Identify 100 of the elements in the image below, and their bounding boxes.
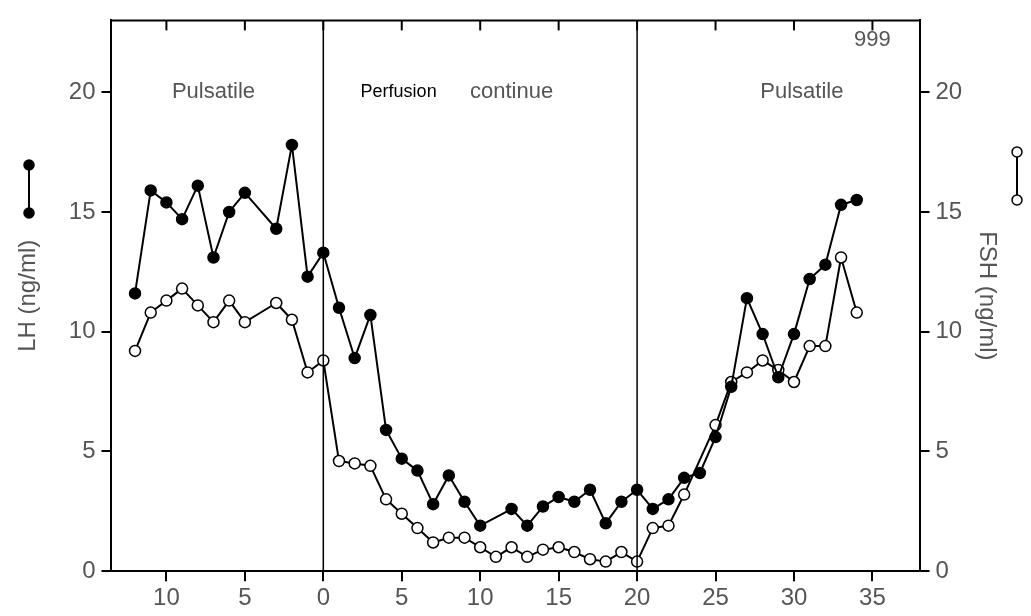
point: [772, 370, 785, 384]
point: [426, 536, 440, 549]
point: [615, 545, 628, 559]
y-tick-label: 20: [68, 76, 96, 104]
point: [473, 541, 487, 554]
y2-tick-label: 20: [935, 76, 963, 104]
y2-axis-title: FSH (ng/ml): [974, 231, 1002, 361]
point: [411, 464, 424, 477]
x-tick-label: 0: [316, 583, 330, 611]
point: [536, 500, 550, 513]
point: [144, 184, 157, 197]
point: [536, 543, 550, 556]
point: [348, 351, 361, 365]
annotation: Pulsatile: [171, 78, 256, 104]
point: [379, 423, 393, 437]
point: [175, 212, 189, 226]
y2-tick-label: 5: [935, 436, 949, 464]
point: [191, 179, 205, 192]
point: [693, 466, 707, 480]
y2-tick-label: 15: [935, 196, 963, 224]
point: [426, 497, 440, 511]
annotation: Pulsatile: [760, 78, 844, 104]
point: [521, 519, 534, 532]
y-tick-label: 10: [68, 316, 96, 344]
point: [583, 552, 597, 566]
x-tick-label: 20: [623, 583, 651, 611]
annotation: continue: [469, 78, 554, 104]
point: [395, 507, 408, 520]
point: [646, 521, 660, 535]
point: [787, 327, 801, 341]
y-tick-label: 5: [82, 436, 96, 464]
point: [332, 301, 346, 315]
point: [834, 251, 848, 264]
point: [317, 246, 330, 259]
point: [803, 272, 816, 286]
point: [301, 270, 314, 283]
point: [191, 299, 205, 312]
point: [646, 502, 660, 516]
point: [364, 459, 377, 473]
point: [803, 339, 816, 353]
point: [677, 488, 691, 501]
point: [662, 519, 675, 532]
point: [819, 339, 832, 353]
point: [473, 519, 487, 532]
point: [819, 258, 832, 271]
point: [160, 196, 173, 209]
point: [568, 545, 581, 559]
annotation: 999: [854, 25, 891, 51]
x-tick-label: 25: [702, 583, 729, 611]
point: [128, 287, 142, 300]
point: [552, 490, 565, 504]
y-axis-title: LH (ng/ml): [13, 239, 41, 352]
point: [724, 380, 738, 394]
point: [458, 495, 471, 508]
point: [175, 282, 189, 295]
point: [756, 327, 769, 341]
x-tick-label: 10: [153, 583, 180, 611]
point: [128, 344, 142, 358]
point: [740, 291, 754, 305]
point: [364, 308, 377, 322]
point: [615, 495, 628, 508]
point: [301, 366, 314, 379]
point: [238, 186, 252, 200]
point: [552, 541, 565, 554]
y2-tick-label: 10: [935, 316, 963, 344]
x-tick-label: 30: [780, 583, 808, 611]
point: [207, 315, 220, 329]
annotation: Perfusion: [360, 81, 437, 102]
point: [332, 454, 346, 468]
point: [285, 313, 299, 326]
y-tick-label: 15: [68, 196, 96, 224]
point: [662, 493, 675, 506]
x-tick-label: 5: [238, 583, 252, 611]
point: [568, 495, 581, 508]
point: [348, 457, 361, 470]
point: [756, 354, 769, 367]
point: [395, 452, 408, 465]
point: [222, 205, 236, 219]
point: [787, 375, 801, 389]
x-tick-label: 10: [466, 583, 494, 611]
x-tick-label: 15: [545, 583, 572, 611]
point: [505, 541, 518, 554]
point: [599, 517, 612, 530]
point: [442, 531, 456, 544]
point: [505, 502, 518, 516]
point: [709, 430, 722, 444]
point: [160, 294, 173, 307]
point: [583, 483, 597, 497]
point: [740, 366, 754, 379]
point: [850, 306, 863, 319]
point: [411, 521, 424, 535]
point: [238, 315, 252, 329]
y-tick-label: 0: [82, 555, 96, 583]
point: [599, 555, 612, 568]
point: [834, 198, 848, 212]
point: [379, 493, 393, 506]
x-tick-label: 5: [395, 583, 409, 611]
point: [489, 550, 503, 564]
point: [269, 296, 283, 310]
point: [207, 251, 220, 264]
